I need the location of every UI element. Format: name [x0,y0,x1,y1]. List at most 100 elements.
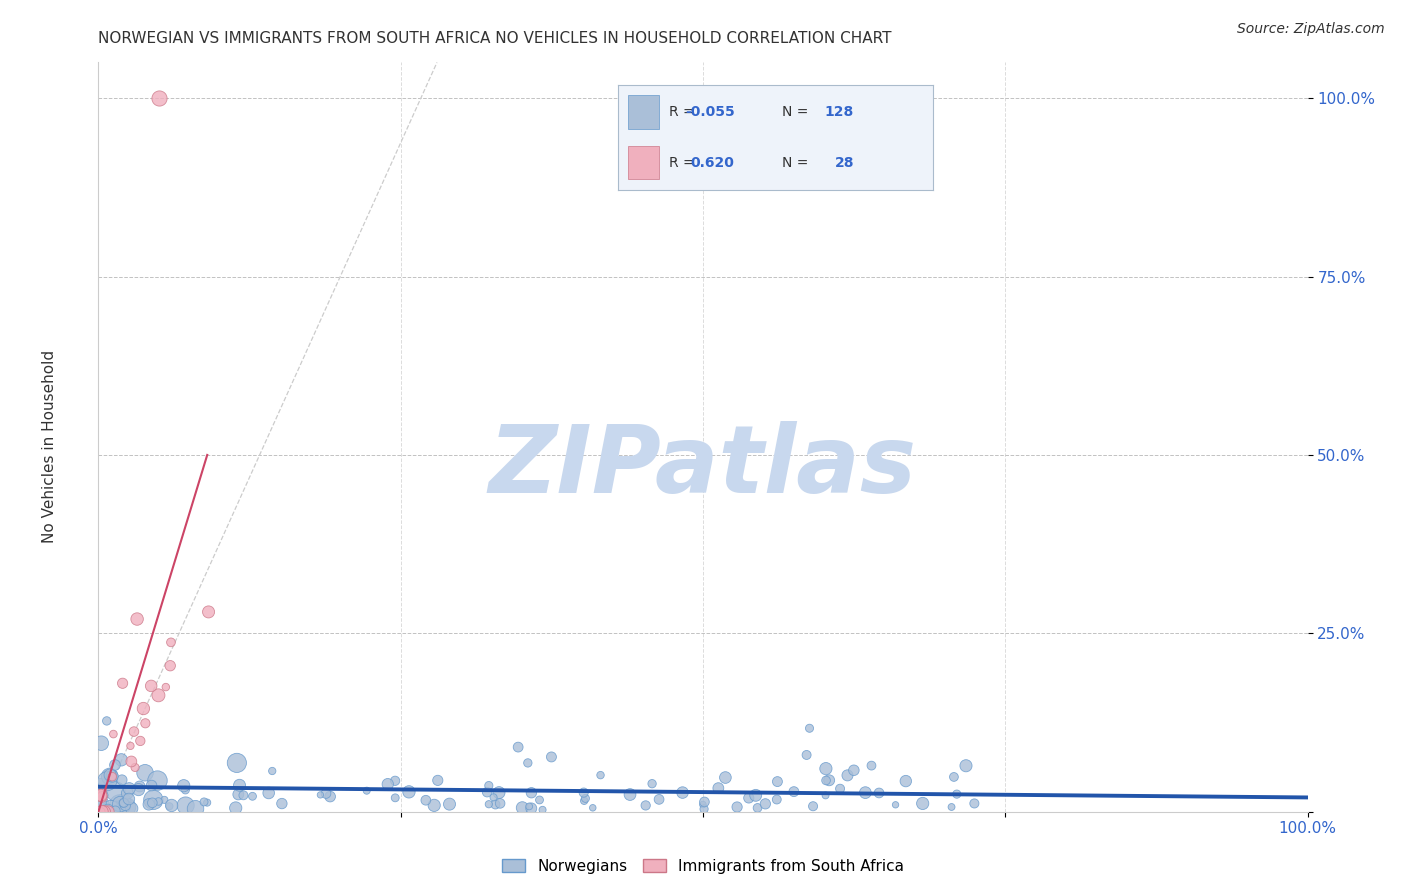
Point [572,786,595,800]
Point [423,798,446,813]
Point [801,799,824,814]
Point [124,760,146,774]
Point [510,801,533,815]
Point [619,788,641,802]
Point [941,800,963,814]
Point [173,779,195,793]
Point [101,770,124,784]
Point [860,758,883,772]
Point [225,801,247,815]
Point [104,784,127,798]
Point [842,764,865,778]
Point [799,721,821,735]
Point [174,798,197,813]
Point [134,765,156,780]
Point [122,724,145,739]
Point [225,756,247,770]
Point [796,747,818,762]
Point [894,774,917,789]
Point [582,801,605,815]
Point [155,680,177,694]
Point [193,795,215,809]
Point [103,727,125,741]
Point [814,789,837,803]
Point [90,805,112,819]
Point [540,750,562,764]
Point [110,753,132,767]
Point [111,676,134,690]
Point [232,789,254,803]
Point [142,793,165,807]
Point [121,801,143,815]
Point [118,792,141,806]
Text: No Vehicles in Household: No Vehicles in Household [42,350,56,542]
Point [117,786,139,800]
Point [93,789,115,803]
Point [108,797,131,812]
Point [693,795,716,809]
Point [398,785,420,799]
Point [754,797,776,811]
Point [671,786,693,800]
Point [242,789,264,804]
Point [141,779,163,793]
Point [128,782,150,797]
Point [572,794,595,808]
Point [963,797,986,811]
Point [531,803,554,817]
Point [319,789,342,804]
Point [93,805,115,819]
Point [818,773,841,788]
Point [90,789,112,803]
Point [160,798,183,813]
Point [692,797,714,812]
Point [128,780,150,794]
Point [134,716,156,731]
Point [98,768,121,782]
Point [738,791,761,805]
Point [114,798,136,813]
Point [159,658,181,673]
Point [153,793,176,807]
Point [141,796,163,810]
Point [111,772,134,787]
Point [101,769,124,783]
Point [89,796,111,810]
Point [262,764,284,778]
Point [309,788,332,802]
Point [517,799,540,814]
Point [160,635,183,649]
Point [478,797,501,812]
Point [138,797,160,812]
Text: Source: ZipAtlas.com: Source: ZipAtlas.com [1237,22,1385,37]
Point [112,799,135,814]
Point [90,789,112,804]
Point [195,796,218,810]
Point [257,786,280,800]
Point [228,788,250,802]
Point [641,777,664,791]
Point [197,605,219,619]
Point [837,768,859,782]
Point [315,787,337,801]
Point [884,797,907,812]
Point [478,779,501,793]
Point [516,756,538,770]
Point [111,796,134,810]
Point [129,734,152,748]
Point [634,798,657,813]
Point [112,796,135,810]
Point [96,774,118,789]
Point [90,805,112,819]
Point [146,773,169,788]
Point [96,714,118,728]
Point [693,802,716,816]
Point [97,803,120,817]
Point [725,800,748,814]
Point [783,784,806,798]
Point [110,797,132,812]
Point [488,786,510,800]
Point [120,755,142,769]
Point [98,770,121,784]
Point [589,768,612,782]
